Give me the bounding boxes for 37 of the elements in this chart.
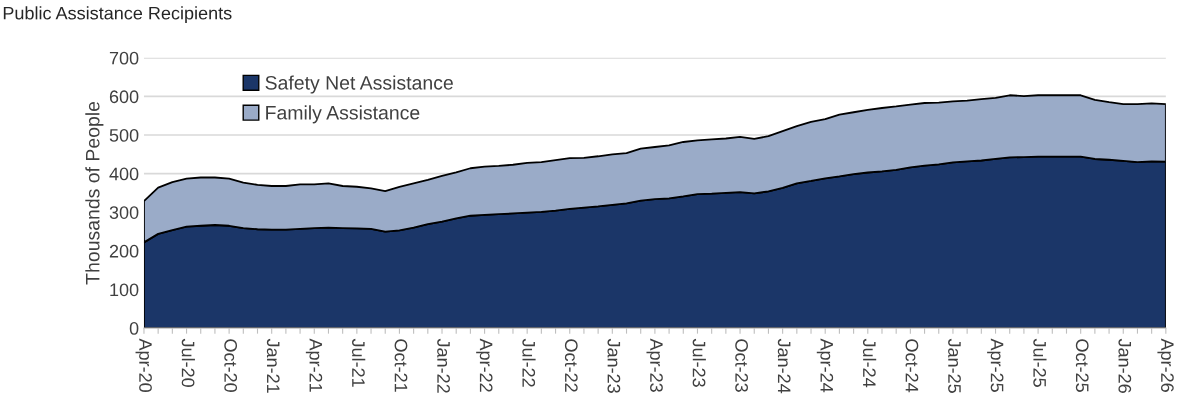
y-tick-label: 400 — [109, 167, 139, 181]
x-tick-label: Jan-21 — [266, 338, 280, 393]
x-tick-label: Apr-23 — [646, 338, 663, 392]
legend-label: Family Assistance — [266, 105, 420, 124]
x-tick-label: Apr-22 — [476, 338, 493, 392]
x-tick-label: Apr-24 — [816, 338, 834, 393]
x-tick-label: Jan-25 — [948, 338, 961, 393]
x-tick-label: Oct-21 — [394, 339, 408, 392]
x-tick-label: Jan-24 — [777, 338, 791, 394]
chart-title: Public Assistance Recipients — [3, 6, 232, 24]
y-tick-label: 700 — [109, 51, 139, 65]
y-tick-label: 0 — [129, 322, 139, 335]
x-tick-label: Oct-25 — [1075, 339, 1089, 392]
x-tick-label: Apr-26 — [1157, 338, 1174, 392]
x-tick-label: Jan-26 — [1118, 338, 1132, 393]
x-tick-label: Apr-21 — [305, 338, 323, 392]
x-tick-label: Apr-20 — [135, 338, 152, 392]
x-tick-label: Jul-25 — [1033, 338, 1047, 387]
y-tick-label: 500 — [109, 128, 139, 142]
x-tick-label: Jan-23 — [607, 338, 621, 393]
x-tick-label: Apr-25 — [987, 338, 1004, 392]
x-tick-label: Jul-21 — [352, 338, 366, 387]
x-tick-label: Oct-23 — [735, 339, 748, 392]
x-tick-label: Jul-23 — [692, 338, 706, 387]
x-tick-label: Oct-22 — [564, 339, 578, 392]
y-tick-label: 600 — [109, 90, 139, 104]
y-tick-label: 300 — [109, 206, 139, 219]
x-tick-label: Jul-20 — [181, 338, 195, 387]
legend-label: Safety Net Assistance — [265, 75, 453, 94]
x-tick-label: Oct-24 — [905, 339, 919, 393]
x-tick-label: Oct-20 — [224, 339, 238, 392]
y-axis-title: Thousands of People — [85, 101, 104, 285]
x-tick-label: Jul-22 — [522, 338, 536, 387]
x-tick-label: Jul-24 — [862, 338, 877, 388]
y-tick-label: 200 — [109, 244, 139, 258]
x-tick-label: Jan-22 — [437, 338, 450, 393]
y-tick-label: 100 — [110, 283, 139, 297]
